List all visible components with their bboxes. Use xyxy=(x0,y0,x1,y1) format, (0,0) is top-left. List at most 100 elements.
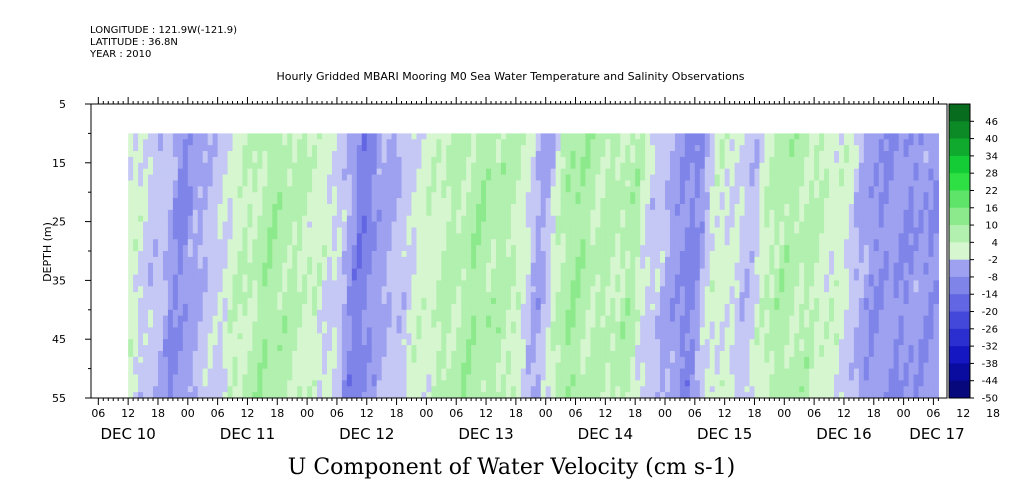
heatmap-cell xyxy=(491,256,497,264)
heatmap-cell xyxy=(451,151,457,158)
heatmap-cell xyxy=(197,203,204,211)
heatmap-cell xyxy=(247,215,254,223)
heatmap-cell xyxy=(401,174,408,182)
heatmap-cell xyxy=(620,256,626,264)
heatmap-cell xyxy=(386,280,393,287)
heatmap-cell xyxy=(262,133,268,140)
heatmap-cell xyxy=(322,174,328,182)
heatmap-cell xyxy=(331,227,338,234)
heatmap-cell xyxy=(371,374,378,381)
heatmap-cell xyxy=(326,380,333,387)
heatmap-cell xyxy=(381,315,388,323)
heatmap-cell xyxy=(456,192,462,199)
heatmap-cell xyxy=(530,262,537,270)
heatmap-cell xyxy=(282,145,288,152)
heatmap-cell xyxy=(441,227,447,234)
heatmap-cell xyxy=(575,139,582,146)
heatmap-cell xyxy=(431,151,437,158)
heatmap-cell xyxy=(346,292,353,299)
heatmap-cell xyxy=(277,280,283,287)
heatmap-cell xyxy=(441,315,447,323)
heatmap-cell xyxy=(148,168,154,176)
heatmap-cell xyxy=(312,368,318,376)
heatmap-cell xyxy=(366,139,373,146)
heatmap-cell xyxy=(192,209,199,217)
heatmap-cell xyxy=(317,256,323,264)
heatmap-cell xyxy=(396,327,403,334)
heatmap-cell xyxy=(133,262,139,270)
heatmap-cell xyxy=(267,274,273,281)
heatmap-cell xyxy=(451,303,457,311)
heatmap-cell xyxy=(620,198,626,205)
heatmap-cell xyxy=(307,198,313,205)
heatmap-cell xyxy=(495,280,502,287)
heatmap-cell xyxy=(610,180,616,187)
heatmap-cell xyxy=(167,315,174,323)
heatmap-cell xyxy=(222,162,229,170)
heatmap-cell xyxy=(491,162,497,170)
heatmap-cell xyxy=(570,350,577,358)
heatmap-cell xyxy=(336,139,343,146)
heatmap-cell xyxy=(262,339,268,346)
heatmap-cell xyxy=(570,139,577,146)
heatmap-cell xyxy=(635,356,641,364)
heatmap-cell xyxy=(326,251,333,258)
heatmap-cell xyxy=(550,203,557,211)
heatmap-cell xyxy=(570,280,577,287)
heatmap-cell xyxy=(411,286,418,293)
heatmap-cell xyxy=(217,362,224,370)
heatmap-cell xyxy=(302,368,308,376)
heatmap-cell xyxy=(585,298,592,305)
heatmap-cell xyxy=(660,162,666,170)
heatmap-cell xyxy=(635,233,641,240)
heatmap-cell xyxy=(535,180,542,187)
heatmap-cell xyxy=(237,221,244,229)
heatmap-cell xyxy=(192,286,199,293)
heatmap-cell xyxy=(476,345,482,352)
heatmap-cell xyxy=(406,139,413,146)
heatmap-cell xyxy=(227,309,234,317)
heatmap-cell xyxy=(491,168,497,176)
heatmap-cell xyxy=(575,292,582,299)
heatmap-cell xyxy=(580,209,587,217)
heatmap-cell xyxy=(461,209,467,217)
heatmap-cell xyxy=(157,162,164,170)
heatmap-cell xyxy=(545,321,552,329)
heatmap-cell xyxy=(615,274,621,281)
heatmap-cell xyxy=(396,268,403,276)
heatmap-cell xyxy=(322,133,328,140)
heatmap-cell xyxy=(451,268,457,276)
heatmap-cell xyxy=(172,392,179,398)
heatmap-cell xyxy=(287,192,293,199)
heatmap-cell xyxy=(446,203,452,211)
heatmap-cell xyxy=(505,339,512,346)
heatmap-cell xyxy=(436,298,442,305)
heatmap-cell xyxy=(351,292,358,299)
heatmap-cell xyxy=(322,392,328,398)
heatmap-cell xyxy=(570,145,577,152)
heatmap-cell xyxy=(550,309,557,317)
heatmap-cell xyxy=(505,209,512,217)
heatmap-cell xyxy=(356,303,363,311)
heatmap-cell xyxy=(565,327,572,334)
heatmap-cell xyxy=(192,368,199,376)
heatmap-cell xyxy=(366,274,373,281)
heatmap-cell xyxy=(157,227,164,234)
heatmap-cell xyxy=(560,162,567,170)
heatmap-cell xyxy=(262,262,268,270)
heatmap-cell xyxy=(625,162,631,170)
heatmap-cell xyxy=(272,315,278,323)
heatmap-cell xyxy=(585,145,592,152)
heatmap-cell xyxy=(312,168,318,176)
heatmap-cell xyxy=(625,133,631,140)
heatmap-cell xyxy=(322,286,328,293)
heatmap-cell xyxy=(610,268,616,276)
heatmap-cell xyxy=(565,256,572,264)
heatmap-cell xyxy=(451,315,457,323)
heatmap-cell xyxy=(153,256,159,264)
heatmap-cell xyxy=(371,303,378,311)
heatmap-cell xyxy=(172,133,179,140)
heatmap-cell xyxy=(655,298,661,305)
heatmap-cell xyxy=(600,203,606,211)
heatmap-cell xyxy=(192,233,199,240)
